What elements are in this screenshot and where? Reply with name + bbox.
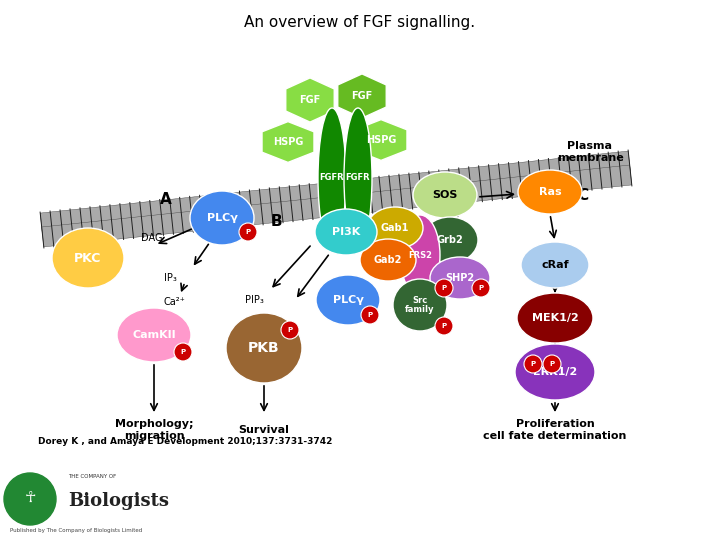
Text: SOS: SOS bbox=[432, 190, 458, 200]
Text: FRS2: FRS2 bbox=[408, 251, 432, 260]
Ellipse shape bbox=[117, 308, 191, 362]
Text: PKB: PKB bbox=[248, 341, 280, 355]
Text: Published by The Company of Biologists Limited: Published by The Company of Biologists L… bbox=[10, 528, 143, 532]
Text: P: P bbox=[246, 229, 251, 235]
Text: P: P bbox=[441, 285, 446, 291]
Text: HSPG: HSPG bbox=[366, 135, 396, 145]
Ellipse shape bbox=[515, 344, 595, 400]
Text: PKC: PKC bbox=[74, 252, 102, 265]
Text: MEK1/2: MEK1/2 bbox=[531, 313, 578, 323]
Text: P: P bbox=[287, 327, 292, 333]
Ellipse shape bbox=[360, 239, 416, 281]
Ellipse shape bbox=[367, 207, 423, 249]
Circle shape bbox=[435, 317, 453, 335]
Circle shape bbox=[472, 279, 490, 297]
Text: Proliferation
cell fate determination: Proliferation cell fate determination bbox=[483, 419, 626, 441]
Ellipse shape bbox=[518, 170, 582, 214]
Text: Survival: Survival bbox=[238, 425, 289, 435]
Text: FGF: FGF bbox=[351, 91, 373, 101]
Ellipse shape bbox=[52, 228, 124, 288]
Text: IP₃: IP₃ bbox=[163, 273, 176, 283]
Text: cRaf: cRaf bbox=[541, 260, 569, 270]
Ellipse shape bbox=[316, 275, 380, 325]
Text: ☥: ☥ bbox=[24, 489, 36, 504]
Ellipse shape bbox=[521, 242, 589, 288]
Text: THE COMPANY OF: THE COMPANY OF bbox=[68, 474, 116, 478]
Text: P: P bbox=[549, 361, 554, 367]
Ellipse shape bbox=[344, 108, 372, 248]
Circle shape bbox=[543, 355, 561, 373]
Ellipse shape bbox=[413, 172, 477, 218]
Ellipse shape bbox=[315, 209, 377, 255]
Text: FGFR: FGFR bbox=[346, 173, 370, 183]
Ellipse shape bbox=[393, 279, 447, 331]
Text: A: A bbox=[160, 192, 172, 207]
Polygon shape bbox=[338, 74, 386, 118]
Text: An overview of FGF signalling.: An overview of FGF signalling. bbox=[244, 15, 476, 30]
Circle shape bbox=[435, 279, 453, 297]
Polygon shape bbox=[42, 165, 631, 247]
Ellipse shape bbox=[190, 191, 254, 245]
Text: ERK1/2: ERK1/2 bbox=[533, 367, 577, 377]
Text: HSPG: HSPG bbox=[273, 137, 303, 147]
Text: Ras: Ras bbox=[539, 187, 562, 197]
Polygon shape bbox=[286, 78, 334, 122]
Polygon shape bbox=[40, 151, 630, 233]
Text: DAG: DAG bbox=[141, 233, 163, 243]
Ellipse shape bbox=[422, 217, 478, 263]
Polygon shape bbox=[355, 119, 407, 160]
Text: PIP₃: PIP₃ bbox=[245, 295, 264, 305]
Text: PLCγ: PLCγ bbox=[207, 213, 238, 223]
Ellipse shape bbox=[318, 108, 346, 248]
Text: FGF: FGF bbox=[300, 95, 320, 105]
Text: Gab1: Gab1 bbox=[381, 223, 409, 233]
Text: P: P bbox=[478, 285, 484, 291]
Text: Ca²⁺: Ca²⁺ bbox=[163, 297, 185, 307]
Text: PI3K: PI3K bbox=[332, 227, 360, 237]
Text: Biologists: Biologists bbox=[68, 491, 169, 510]
Circle shape bbox=[174, 343, 192, 361]
Text: SHP2: SHP2 bbox=[446, 273, 474, 283]
Text: C: C bbox=[577, 188, 588, 204]
Ellipse shape bbox=[226, 313, 302, 383]
Polygon shape bbox=[262, 122, 314, 163]
Text: dev.biologists.org: dev.biologists.org bbox=[642, 523, 710, 532]
Text: Grb2: Grb2 bbox=[436, 235, 464, 245]
Ellipse shape bbox=[517, 293, 593, 343]
Text: P: P bbox=[531, 361, 536, 367]
Text: CamKII: CamKII bbox=[132, 330, 176, 340]
Text: Plasma
membrane: Plasma membrane bbox=[557, 141, 624, 163]
Circle shape bbox=[361, 306, 379, 324]
Text: PLCγ: PLCγ bbox=[333, 295, 364, 305]
Text: P: P bbox=[441, 323, 446, 329]
Text: Development: Development bbox=[269, 483, 492, 515]
Circle shape bbox=[281, 321, 299, 339]
Text: FGFR: FGFR bbox=[320, 173, 344, 183]
Circle shape bbox=[239, 223, 257, 241]
Circle shape bbox=[4, 473, 56, 525]
Text: P: P bbox=[181, 349, 186, 355]
Text: Morphology;
migration: Morphology; migration bbox=[114, 419, 193, 441]
Text: Gab2: Gab2 bbox=[374, 255, 402, 265]
Circle shape bbox=[524, 355, 542, 373]
Text: Src
family: Src family bbox=[405, 296, 435, 314]
Ellipse shape bbox=[400, 215, 440, 295]
Text: P: P bbox=[367, 312, 372, 318]
Text: B: B bbox=[270, 214, 282, 230]
Text: Dorey K , and Amaya E Development 2010;137:3731-3742: Dorey K , and Amaya E Development 2010;1… bbox=[38, 437, 333, 447]
Ellipse shape bbox=[430, 257, 490, 299]
